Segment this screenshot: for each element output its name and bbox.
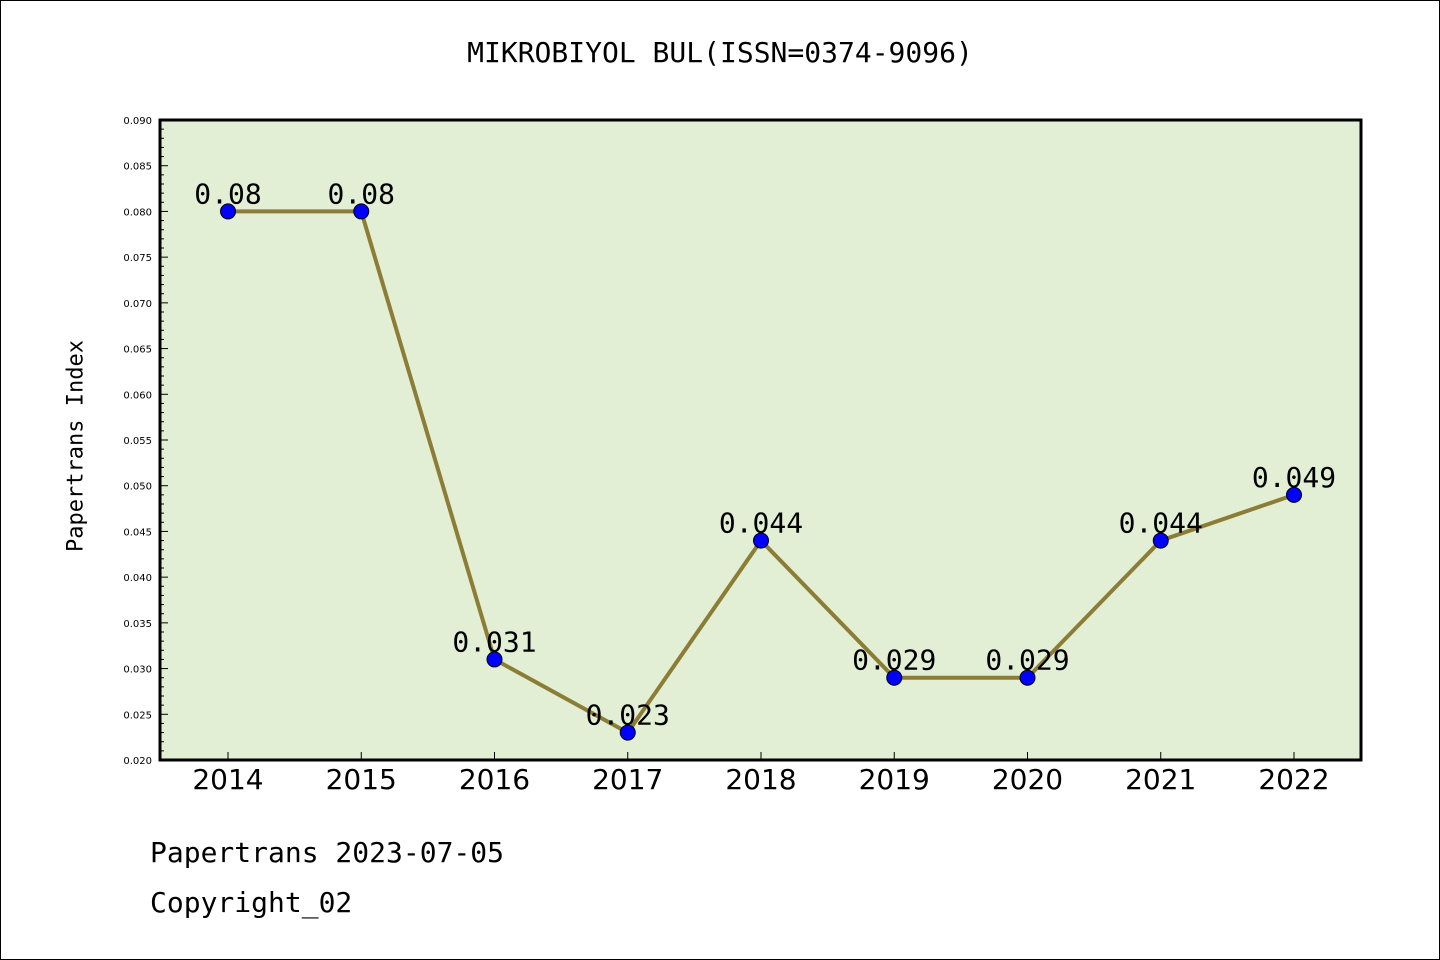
y-tick-label: 0.045 — [123, 527, 152, 538]
data-labels: 0.08 0.08 0.031 0.023 0.044 0.029 0.029 0.044 0.… — [194, 177, 1336, 731]
plot-border — [158, 118, 1363, 762]
data-label: 0.08 — [194, 177, 261, 210]
data-label: 0.023 — [586, 699, 670, 732]
data-point — [1019, 669, 1036, 686]
plot-area — [160, 120, 1361, 760]
y-tick-label: 0.060 — [123, 390, 152, 401]
data-point — [220, 203, 236, 220]
data-point — [1152, 532, 1169, 549]
y-tick-label: 0.065 — [123, 345, 152, 356]
data-point — [353, 203, 370, 220]
data-label: 0.044 — [719, 507, 803, 540]
y-tick-label: 0.085 — [123, 162, 152, 173]
x-tick-label: 2017 — [592, 763, 663, 796]
data-label: 0.044 — [1119, 507, 1203, 540]
y-tick-label: 0.050 — [123, 482, 152, 493]
x-tick-label: 2016 — [459, 763, 530, 796]
x-tick-label: 2022 — [1258, 763, 1329, 796]
chart-title: MIKROBIYOL BUL(ISSN=0374-9096) — [467, 36, 973, 69]
data-label: 0.031 — [452, 625, 536, 658]
x-tick-label: 2018 — [725, 763, 796, 796]
y-tick-label: 0.055 — [123, 436, 152, 447]
y-tick-label: 0.035 — [123, 619, 152, 630]
data-point — [619, 724, 636, 741]
y-tick-label: 0.075 — [123, 253, 152, 264]
data-label: 0.029 — [852, 644, 936, 677]
x-axis-ticks: 2014 2015 2016 2017 2018 2019 2020 2021 2022 — [192, 752, 1330, 796]
x-tick-label: 2021 — [1125, 763, 1196, 796]
y-tick-label: 0.040 — [123, 573, 152, 584]
x-tick-label: 2015 — [326, 763, 397, 796]
y-tick-label: 0.025 — [123, 710, 152, 721]
data-point — [486, 651, 503, 668]
y-tick-label: 0.020 — [123, 756, 152, 767]
data-label: 0.049 — [1252, 461, 1336, 494]
footer-copyright: Copyright_02 — [150, 886, 353, 919]
y-tick-label: 0.030 — [123, 665, 152, 676]
y-tick-label: 0.080 — [123, 207, 152, 218]
y-tick-label: 0.070 — [123, 299, 152, 310]
data-label: 0.08 — [328, 177, 395, 210]
x-tick-label: 2019 — [859, 763, 930, 796]
data-point — [753, 532, 769, 549]
y-axis-ticks: 0.020 0.025 0.030 0.035 0.040 0.045 0.050 0.055… — [123, 116, 168, 767]
data-point — [886, 669, 903, 686]
data-label: 0.029 — [985, 644, 1069, 677]
x-tick-label: 2014 — [192, 763, 263, 796]
x-tick-label: 2020 — [992, 763, 1063, 796]
footer-date: Papertrans 2023-07-05 — [150, 836, 505, 869]
data-point — [1286, 486, 1302, 503]
y-tick-label: 0.090 — [123, 116, 152, 127]
data-points — [220, 203, 1302, 741]
